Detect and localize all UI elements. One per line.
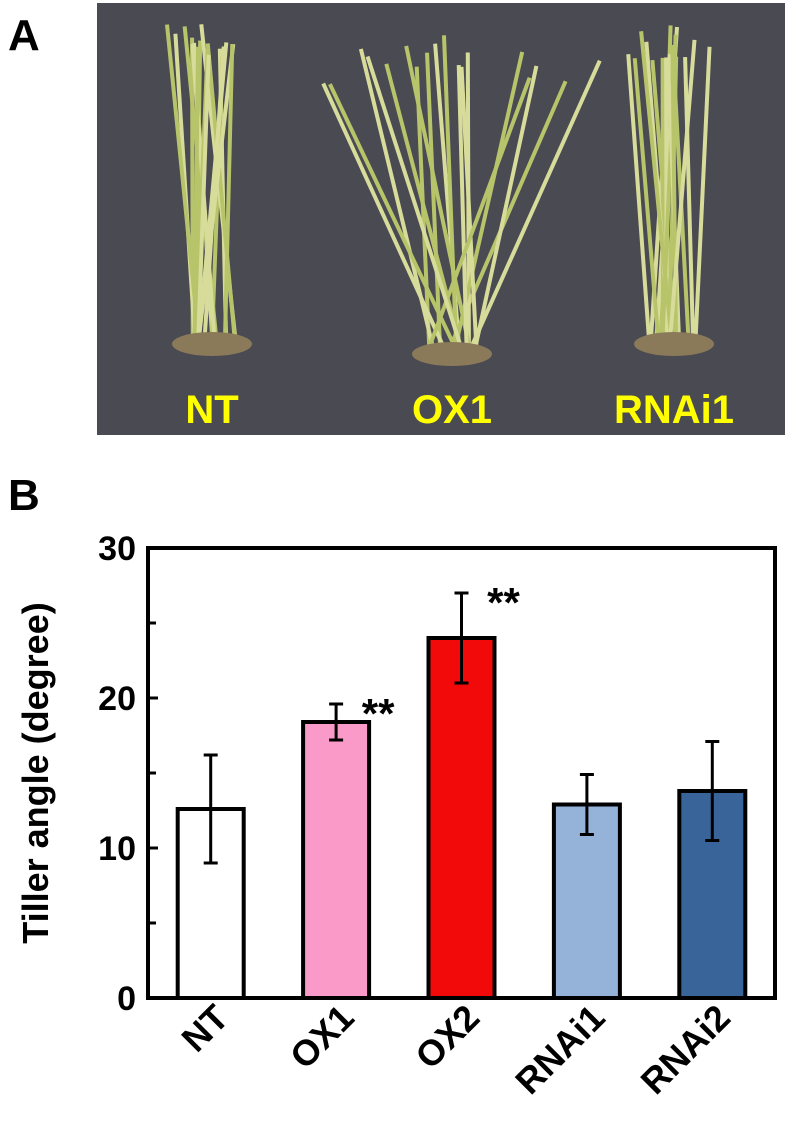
panel-label: B — [8, 471, 40, 520]
x-tick-label: NT — [173, 997, 236, 1060]
x-tick-label: OX2 — [407, 997, 487, 1077]
photo — [97, 3, 785, 435]
roots — [172, 332, 252, 356]
significance: ** — [487, 579, 520, 626]
roots — [412, 342, 492, 366]
y-tick-label: 0 — [117, 980, 136, 1018]
roots — [634, 332, 714, 356]
y-tick-label: 30 — [98, 530, 136, 568]
y-tick-label: 20 — [98, 680, 136, 718]
photo-label: NT — [185, 388, 238, 432]
bar — [303, 722, 369, 998]
y-tick-label: 10 — [98, 830, 136, 868]
y-axis-label: Tiller angle (degree) — [15, 602, 56, 943]
panel-label: A — [8, 11, 40, 60]
photo-label: RNAi1 — [614, 388, 734, 432]
bar — [429, 638, 495, 998]
x-tick-label: RNAi1 — [507, 997, 612, 1102]
significance: ** — [362, 690, 395, 737]
x-tick-label: OX1 — [282, 997, 362, 1077]
x-tick-label: RNAi2 — [633, 997, 738, 1102]
photo-label: OX1 — [412, 388, 492, 432]
